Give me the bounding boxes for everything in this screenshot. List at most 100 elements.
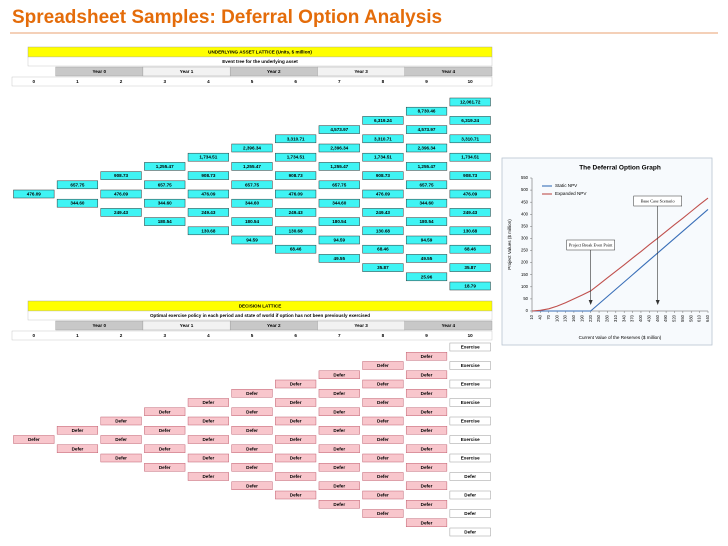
lattice-cell bbox=[318, 370, 360, 379]
cell-value: 49.55 bbox=[421, 256, 433, 261]
cell-value: Defer bbox=[421, 446, 433, 451]
cell-value: Defer bbox=[333, 428, 345, 433]
cell-value: 908.73 bbox=[114, 173, 128, 178]
x-tick-label: 100 bbox=[554, 314, 559, 322]
lattice-cell bbox=[231, 143, 273, 153]
year-label: Year 1 bbox=[180, 323, 194, 328]
cell-value: 657.75 bbox=[332, 182, 346, 187]
cell-value: 94.59 bbox=[334, 238, 346, 243]
cell-value: Defer bbox=[421, 428, 433, 433]
lattice-cell bbox=[318, 217, 360, 226]
cell-value: Defer bbox=[246, 483, 258, 488]
cell-value: Defer bbox=[377, 437, 389, 442]
lattice-cell bbox=[362, 134, 404, 144]
lattice-cell bbox=[405, 198, 448, 208]
lattice-cell bbox=[449, 171, 491, 180]
lattice-cell bbox=[318, 198, 360, 208]
cell-value: 476.09 bbox=[289, 192, 303, 197]
year-label: Year 3 bbox=[354, 323, 368, 328]
lattice-cell bbox=[187, 435, 229, 444]
x-tick-label: 190 bbox=[579, 314, 584, 322]
cell-value: Defer bbox=[290, 419, 302, 424]
step-label: 8 bbox=[382, 79, 385, 84]
step-label: 3 bbox=[163, 79, 166, 84]
lattice-cell bbox=[362, 453, 404, 463]
lattice-cell bbox=[231, 407, 273, 416]
cell-value: 657.75 bbox=[70, 182, 84, 187]
x-tick-label: 430 bbox=[646, 314, 651, 322]
lattice-cell bbox=[144, 407, 186, 416]
year-label: Year 2 bbox=[267, 69, 281, 74]
lattice-cell bbox=[449, 416, 491, 426]
cell-value: Defer bbox=[464, 511, 476, 516]
lattice-cell bbox=[275, 208, 317, 217]
lattice-cell bbox=[405, 143, 448, 153]
lattice-cell bbox=[449, 361, 491, 370]
y-tick-label: 200 bbox=[521, 260, 529, 265]
lattice-cell bbox=[405, 500, 448, 509]
cell-value: 249.43 bbox=[114, 210, 128, 215]
lattice-cell bbox=[100, 208, 142, 217]
lattice-cell bbox=[231, 180, 273, 190]
lattice-cell bbox=[405, 272, 448, 282]
cell-value: 12,061.72 bbox=[460, 100, 481, 105]
subtitle-bar bbox=[27, 56, 493, 67]
cell-value: Exercise bbox=[461, 345, 480, 350]
lattice-cell bbox=[449, 472, 491, 481]
lattice-cell bbox=[362, 208, 404, 217]
lattice-cell bbox=[231, 389, 273, 398]
lattice-cell bbox=[318, 254, 360, 263]
arrow-head bbox=[588, 300, 593, 305]
step-label: 3 bbox=[163, 333, 166, 338]
lattice-cell bbox=[100, 171, 142, 180]
lattice-cell bbox=[318, 426, 360, 435]
lattice-cell bbox=[100, 453, 142, 463]
year-label: Year 2 bbox=[267, 323, 281, 328]
year-label: Year 1 bbox=[180, 69, 194, 74]
lattice-cell bbox=[275, 189, 317, 199]
lattice-cell bbox=[231, 426, 273, 435]
cell-value: 6,319.24 bbox=[374, 118, 392, 123]
year-label: Year 0 bbox=[92, 69, 106, 74]
cell-value: 180.54 bbox=[420, 219, 434, 224]
cell-value: Defer bbox=[377, 382, 389, 387]
cell-value: Defer bbox=[333, 483, 345, 488]
step-label: 4 bbox=[207, 79, 210, 84]
cell-value: Defer bbox=[72, 446, 84, 451]
lattice-cell bbox=[187, 208, 229, 217]
step-label: 6 bbox=[294, 333, 297, 338]
cell-value: Defer bbox=[290, 456, 302, 461]
lattice-cell bbox=[405, 444, 448, 453]
cell-value: Defer bbox=[421, 483, 433, 488]
cell-value: Defer bbox=[202, 437, 214, 442]
lattice-cell bbox=[449, 398, 491, 407]
step-label: 5 bbox=[251, 79, 254, 84]
lattice-cell bbox=[275, 453, 317, 463]
cell-value: Defer bbox=[72, 428, 84, 433]
lattice-cell bbox=[231, 217, 273, 226]
cell-value: Defer bbox=[290, 382, 302, 387]
cell-value: Exercise bbox=[461, 400, 480, 405]
cell-value: 180.54 bbox=[245, 219, 259, 224]
step-label: 1 bbox=[76, 333, 79, 338]
cell-value: Exercise bbox=[461, 437, 480, 442]
legend-label: Expanded NPV bbox=[555, 191, 587, 196]
lattice-cell bbox=[100, 416, 142, 426]
cell-value: Defer bbox=[377, 493, 389, 498]
lattice-cell bbox=[318, 444, 360, 453]
lattice-cell bbox=[318, 143, 360, 153]
cell-value: Defer bbox=[377, 400, 389, 405]
cell-value: Defer bbox=[246, 391, 258, 396]
cell-value: 344.60 bbox=[245, 201, 259, 206]
lattice-cell bbox=[275, 152, 317, 162]
cell-value: 908.73 bbox=[201, 173, 215, 178]
x-tick-label: 250 bbox=[596, 314, 601, 322]
y-tick-label: 550 bbox=[521, 175, 529, 180]
cell-value: 344.60 bbox=[70, 201, 84, 206]
cell-value: Defer bbox=[377, 474, 389, 479]
lattice-cell bbox=[362, 379, 404, 389]
cell-value: 130.68 bbox=[376, 228, 390, 233]
cell-value: 2,396.34 bbox=[243, 146, 261, 151]
lattice-cell bbox=[318, 407, 360, 416]
lattice-cell bbox=[187, 152, 229, 162]
